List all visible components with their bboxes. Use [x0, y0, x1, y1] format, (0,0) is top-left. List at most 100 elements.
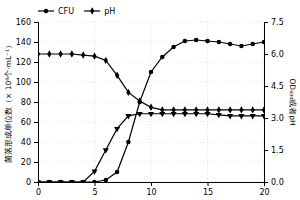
tick-label: 1.5 — [271, 146, 284, 155]
marker — [38, 180, 41, 182]
tick: 4.5 — [264, 82, 284, 91]
marker — [171, 106, 175, 113]
tick-label: 20 — [21, 158, 31, 167]
marker — [262, 40, 264, 45]
tick: 15 — [203, 182, 213, 197]
marker — [250, 114, 256, 119]
marker — [205, 106, 209, 113]
tick: 40 — [21, 138, 38, 147]
axis-line — [39, 183, 265, 187]
tick-mark — [34, 102, 38, 103]
marker — [70, 50, 74, 57]
plot: 051015200204060801001201401600.01.53.04.… — [16, 18, 284, 197]
marker — [91, 170, 97, 175]
marker — [103, 148, 109, 153]
y-axis: 0 20 40 60 80 100 120 140 160 — [16, 18, 39, 187]
tick-label: 0 — [26, 178, 31, 187]
marker — [160, 106, 164, 113]
tick-mark — [34, 22, 38, 23]
grid-line — [207, 22, 208, 182]
legend-label: pH — [104, 7, 115, 16]
legend-label: CFU — [58, 7, 74, 16]
marker — [251, 106, 255, 113]
marker — [261, 114, 264, 119]
marker — [126, 89, 130, 96]
tick-mark — [151, 182, 152, 186]
tick-label: 0.0 — [271, 178, 284, 187]
tick-mark — [34, 42, 38, 43]
tick-label: 140 — [16, 38, 31, 47]
y2-axis: 0.0 1.5 3.0 4.5 6.0 7.5 — [264, 18, 284, 187]
tick-mark — [208, 182, 209, 186]
tick-label: 0 — [36, 188, 41, 197]
marker — [239, 44, 244, 49]
tick-mark — [34, 182, 38, 183]
grid-line — [38, 102, 264, 103]
tick: 0.0 — [264, 178, 284, 187]
marker — [104, 178, 109, 182]
tick-label: 40 — [21, 138, 31, 147]
series-line — [38, 40, 264, 182]
tick: 140 — [16, 38, 38, 47]
tick-label: 60 — [21, 118, 31, 127]
tick: 60 — [21, 118, 38, 127]
tick-mark — [34, 142, 38, 143]
marker — [149, 70, 154, 75]
marker — [194, 38, 199, 43]
marker — [148, 112, 154, 117]
chart: 051015200204060801001201401600.01.53.04.… — [0, 0, 300, 200]
marker — [160, 55, 165, 60]
tick: 20 — [259, 182, 269, 197]
tick: 7.5 — [264, 18, 284, 27]
tick-label: 120 — [16, 58, 31, 67]
series-line — [38, 54, 264, 110]
marker — [217, 40, 222, 45]
marker — [58, 50, 62, 57]
y2-axis-title: OD₆₀₀或者pH — [288, 78, 297, 125]
marker — [126, 140, 131, 145]
tick: 5 — [92, 182, 97, 197]
marker — [227, 114, 233, 119]
tick-mark — [264, 182, 268, 183]
tick-mark — [34, 162, 38, 163]
marker — [137, 112, 143, 117]
tick-label: 20 — [259, 188, 269, 197]
marker — [228, 42, 233, 47]
legend-marker — [90, 7, 94, 14]
marker — [205, 39, 210, 44]
tick-mark — [264, 150, 268, 151]
tick: 80 — [21, 98, 38, 107]
marker — [46, 180, 52, 182]
tick: 120 — [16, 58, 38, 67]
tick-mark — [264, 86, 268, 87]
tick-label: 160 — [16, 18, 31, 27]
marker — [238, 114, 244, 119]
grid — [38, 22, 264, 182]
tick-label: 6.0 — [271, 50, 284, 59]
marker — [250, 42, 255, 47]
marker — [38, 50, 40, 57]
tick-mark — [34, 82, 38, 83]
tick-mark — [264, 54, 268, 55]
axis-line — [265, 23, 269, 183]
marker — [92, 52, 96, 59]
series-line — [38, 114, 264, 182]
tick-label: 5 — [92, 188, 97, 197]
marker — [115, 72, 119, 79]
marker — [138, 97, 142, 104]
tick-label: 3.0 — [271, 114, 284, 123]
tick: 1.5 — [264, 146, 284, 155]
grid-line — [38, 162, 264, 163]
legend-item: pH — [84, 7, 115, 16]
tick-label: 100 — [16, 78, 31, 87]
tick-mark — [95, 182, 96, 186]
tick-label: 7.5 — [271, 18, 284, 27]
marker — [217, 106, 221, 113]
tick: 20 — [21, 158, 38, 167]
tick: 6.0 — [264, 50, 284, 59]
marker — [81, 51, 85, 58]
marker — [69, 180, 75, 182]
marker — [183, 106, 187, 113]
legend: CFU pH — [38, 7, 115, 16]
marker — [171, 45, 176, 50]
